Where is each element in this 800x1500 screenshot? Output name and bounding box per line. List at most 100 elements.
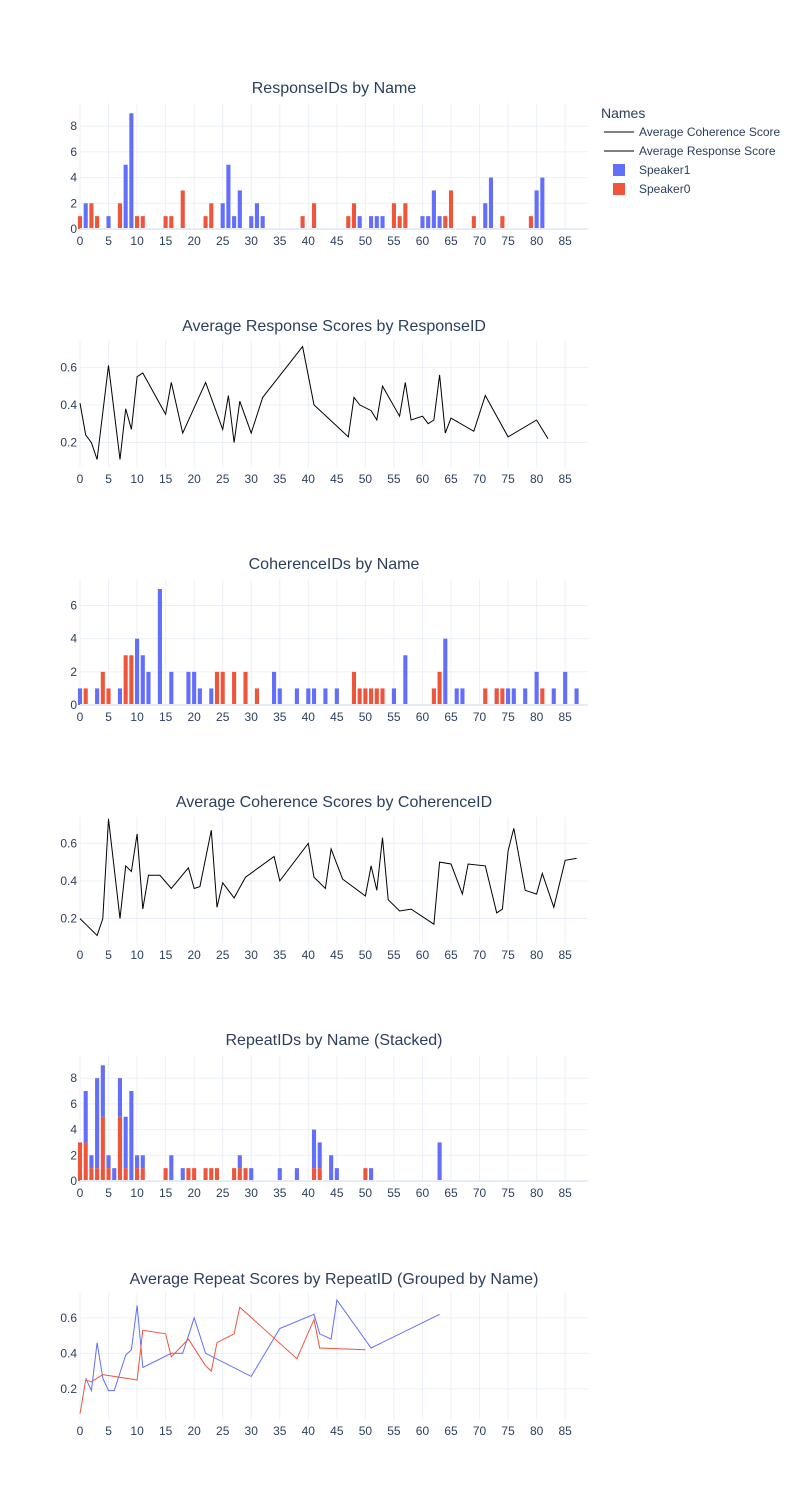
- x-tick-label: 35: [273, 710, 287, 724]
- x-tick-label: 50: [359, 472, 373, 486]
- x-tick-label: 15: [159, 1186, 173, 1200]
- bar: [391, 688, 396, 705]
- x-tick-label: 40: [302, 472, 316, 486]
- y-tick-label: 0.6: [60, 836, 77, 850]
- x-tick-label: 50: [359, 234, 373, 248]
- y-tick-label: 4: [70, 171, 77, 185]
- bar: [448, 190, 454, 229]
- x-tick-label: 25: [216, 472, 230, 486]
- y-tick-label: 6: [70, 599, 77, 613]
- bar: [135, 1155, 140, 1169]
- x-tick-label: 30: [245, 1186, 259, 1200]
- x-tick-label: 80: [530, 1186, 544, 1200]
- x-tick-label: 10: [130, 472, 144, 486]
- bar: [169, 216, 174, 229]
- bar: [186, 671, 191, 705]
- x-tick-label: 25: [216, 1186, 230, 1200]
- bar: [380, 216, 385, 229]
- bar: [511, 688, 516, 705]
- bar: [83, 1142, 88, 1181]
- bar: [180, 190, 185, 229]
- bar: [488, 177, 494, 229]
- x-tick-label: 75: [501, 710, 515, 724]
- x-tick-label: 70: [473, 948, 487, 962]
- x-tick-label: 65: [444, 472, 458, 486]
- x-tick-label: 60: [416, 1186, 430, 1200]
- bar: [431, 688, 436, 705]
- bar: [83, 688, 88, 705]
- y-tick-label: 0: [70, 698, 77, 712]
- bar: [232, 671, 237, 705]
- bar: [209, 688, 214, 705]
- x-tick-label: 25: [216, 234, 230, 248]
- x-tick-label: 80: [530, 710, 544, 724]
- x-tick-label: 45: [330, 234, 344, 248]
- x-tick-label: 20: [187, 234, 201, 248]
- bar: [317, 1168, 322, 1181]
- x-tick-label: 70: [473, 1186, 487, 1200]
- bar: [135, 216, 140, 229]
- bar: [83, 1091, 88, 1143]
- bar: [311, 1168, 317, 1181]
- bar: [117, 1116, 123, 1181]
- bar: [443, 216, 448, 229]
- x-tick-label: 65: [444, 710, 458, 724]
- bar: [123, 655, 128, 705]
- bar: [243, 671, 248, 705]
- bar: [163, 1168, 168, 1181]
- bar: [95, 1168, 100, 1181]
- x-tick-label: 80: [530, 234, 544, 248]
- y-tick-label: 8: [70, 1071, 77, 1085]
- x-tick-label: 55: [387, 1186, 401, 1200]
- bar: [540, 177, 545, 229]
- x-tick-label: 60: [416, 1424, 430, 1438]
- bar: [351, 203, 357, 229]
- x-tick-label: 85: [558, 1424, 572, 1438]
- bar: [254, 688, 259, 705]
- x-tick-label: 30: [245, 710, 259, 724]
- x-tick-label: 55: [387, 472, 401, 486]
- x-tick-label: 50: [359, 710, 373, 724]
- y-tick-label: 2: [70, 1148, 77, 1162]
- x-tick-label: 80: [530, 1424, 544, 1438]
- bar: [135, 638, 140, 705]
- chart-5: 0 5 10 15 20 25 30 35 40 45 50 55 60 65 70 75 80 85 0 2 4 6 8 R…: [70, 1032, 588, 1200]
- x-tick-label: 50: [359, 948, 373, 962]
- bar: [180, 1168, 185, 1181]
- bar: [483, 203, 488, 229]
- bar: [237, 1155, 242, 1169]
- bar: [117, 203, 123, 229]
- bar: [169, 1155, 174, 1181]
- bar: [203, 216, 208, 229]
- x-tick-label: 55: [387, 1424, 401, 1438]
- legend-title: Names: [601, 105, 645, 121]
- bar: [551, 688, 556, 705]
- bar: [534, 190, 539, 229]
- chart-4: 0 5 10 15 20 25 30 35 40 45 50 55 60 65 70 75 80 85 0.2 0.4…: [60, 794, 588, 962]
- y-tick-label: 0: [70, 1174, 77, 1188]
- x-tick-label: 85: [558, 1186, 572, 1200]
- bar: [500, 688, 505, 705]
- x-tick-label: 55: [387, 710, 401, 724]
- bar: [403, 655, 408, 705]
- bar: [89, 1155, 94, 1169]
- x-tick-label: 80: [530, 948, 544, 962]
- x-tick-label: 75: [501, 1186, 515, 1200]
- bar: [106, 1168, 111, 1181]
- x-tick-label: 25: [216, 710, 230, 724]
- x-tick-label: 30: [245, 472, 259, 486]
- bar: [483, 688, 488, 705]
- bar: [209, 203, 214, 229]
- bar: [192, 1168, 197, 1181]
- bar: [226, 164, 231, 229]
- x-tick-label: 20: [187, 472, 201, 486]
- x-tick-label: 70: [473, 710, 487, 724]
- legend-box-swatch: [613, 164, 625, 176]
- x-tick-label: 85: [558, 472, 572, 486]
- x-tick-label: 0: [77, 472, 84, 486]
- bar: [329, 1155, 334, 1181]
- x-tick-label: 5: [105, 1424, 112, 1438]
- bar: [117, 688, 123, 705]
- x-tick-label: 10: [130, 234, 144, 248]
- x-tick-label: 75: [501, 472, 515, 486]
